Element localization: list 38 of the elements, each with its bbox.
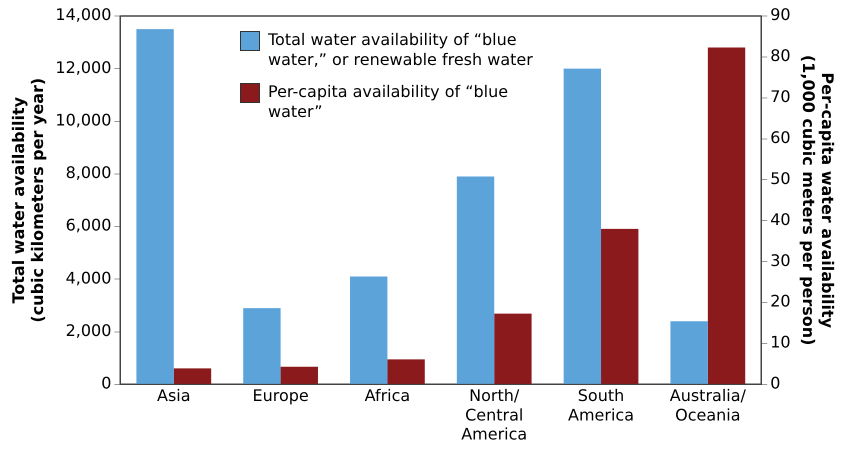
bar bbox=[280, 366, 318, 384]
x-tick-label: Asia bbox=[157, 386, 191, 406]
x-tick-label: Europe bbox=[252, 386, 309, 406]
y2-tick-label: 80 bbox=[770, 46, 791, 66]
bar bbox=[708, 48, 746, 384]
y-tick-label: 2,000 bbox=[66, 320, 112, 340]
y-tick-label: 0 bbox=[101, 374, 112, 393]
legend-label: Per-capita availability of “blue water” bbox=[268, 82, 510, 122]
bar bbox=[350, 276, 388, 384]
x-tick-label: Australia/Oceania bbox=[670, 386, 747, 424]
bar bbox=[670, 321, 708, 384]
y2-tick-label: 10 bbox=[770, 332, 791, 352]
y2-tick-label: 0 bbox=[770, 374, 780, 393]
x-tick-label: North/Central America bbox=[461, 386, 528, 444]
y-axis-title: Total water availability (cubic kilometers per year) bbox=[8, 78, 47, 323]
y2-tick-label: 90 bbox=[770, 5, 791, 24]
y-tick-label: 12,000 bbox=[55, 58, 112, 77]
bar bbox=[456, 176, 494, 384]
y2-tick-label: 30 bbox=[770, 250, 791, 270]
bar bbox=[136, 29, 174, 384]
y2-tick-label: 60 bbox=[770, 128, 791, 147]
y2-axis-title: Per-capita water availability (1,000 cubic meters per person) bbox=[799, 54, 838, 346]
legend-label: Total water availability of “blue water,” or renewable fresh water bbox=[268, 30, 534, 70]
y2-tick-label: 40 bbox=[770, 210, 791, 229]
y2-tick-label: 50 bbox=[770, 168, 791, 188]
bar bbox=[243, 308, 281, 384]
y-tick-label: 8,000 bbox=[66, 163, 112, 182]
x-tick-label: South America bbox=[568, 386, 634, 424]
y2-tick-label: 20 bbox=[770, 292, 791, 311]
y-tick-label: 10,000 bbox=[55, 110, 112, 130]
bar bbox=[174, 368, 212, 384]
y2-tick-label: 70 bbox=[770, 87, 791, 106]
y-tick-label: 14,000 bbox=[55, 5, 112, 24]
y-tick-label: 4,000 bbox=[66, 268, 112, 288]
x-tick-label: Africa bbox=[364, 386, 410, 406]
bar bbox=[564, 68, 602, 384]
y-tick-label: 6,000 bbox=[66, 216, 112, 235]
bar bbox=[387, 359, 425, 384]
